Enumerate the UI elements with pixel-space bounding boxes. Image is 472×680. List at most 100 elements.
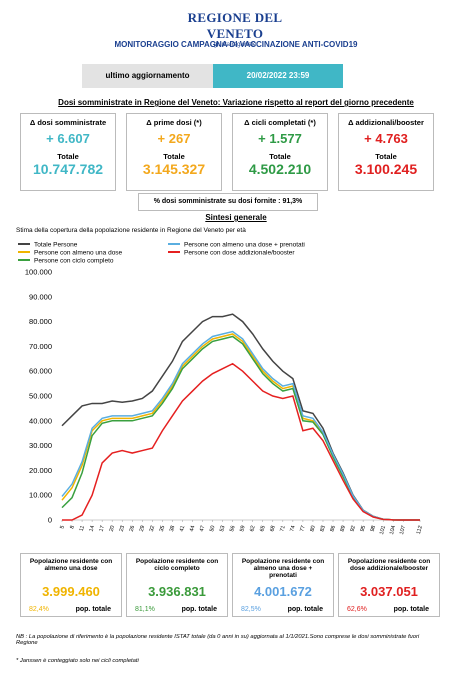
card-label: Popolazione residente con dose addiziona… bbox=[347, 558, 431, 572]
card-delta: + 4.763 bbox=[364, 131, 408, 146]
card-label: Δ addizionali/booster bbox=[348, 118, 424, 127]
logo: REGIONE DEL VENETO giunta regionale bbox=[160, 10, 310, 48]
y-tick-label: 90.000 bbox=[29, 292, 52, 301]
x-tick-label: 38 bbox=[169, 525, 176, 532]
x-tick-label: 8 bbox=[69, 525, 76, 530]
x-tick-label: 107 bbox=[399, 525, 407, 535]
legend-label: Persone con almeno una dose bbox=[34, 250, 123, 257]
y-tick-label: 80.000 bbox=[29, 317, 52, 326]
x-tick-label: 32 bbox=[149, 525, 156, 532]
card-percent: 82,4% bbox=[29, 606, 49, 613]
population-card: Popolazione residente con ciclo completo… bbox=[126, 553, 228, 617]
card-value: 3.999.460 bbox=[42, 584, 100, 599]
y-tick-label: 10.000 bbox=[29, 491, 52, 500]
ratio-value: 91,3% bbox=[282, 198, 303, 205]
x-tick-label: 14 bbox=[89, 525, 96, 532]
population-card: Popolazione residente con almeno una dos… bbox=[20, 553, 122, 617]
logo-subtitle: giunta regionale bbox=[213, 42, 257, 48]
logo-title: REGIONE DEL VENETO bbox=[187, 10, 283, 41]
x-tick-label: 53 bbox=[219, 525, 226, 532]
y-tick-label: 70.000 bbox=[29, 342, 52, 351]
x-tick-label: 68 bbox=[269, 525, 276, 532]
y-tick-label: 0 bbox=[48, 516, 52, 525]
x-tick-label: 98 bbox=[370, 525, 377, 532]
card-total-label: Totale bbox=[57, 152, 79, 161]
series-line bbox=[61, 313, 420, 521]
card-percent-label: pop. totale bbox=[75, 606, 111, 613]
ratio-label: % dosi somministrate su dosi fornite : bbox=[153, 198, 281, 205]
card-label: Popolazione residente con almeno una dos… bbox=[241, 558, 325, 579]
card-total: 3.100.245 bbox=[354, 161, 418, 177]
card-percent: 62,6% bbox=[347, 606, 367, 613]
y-tick-label: 40.000 bbox=[29, 416, 52, 425]
card-percent: 82,5% bbox=[241, 606, 261, 613]
x-tick-label: 35 bbox=[159, 525, 166, 532]
x-tick-label: 112 bbox=[416, 525, 424, 535]
x-tick-label: 59 bbox=[239, 525, 246, 532]
card-total-label: Totale bbox=[375, 152, 397, 161]
x-tick-label: 50 bbox=[209, 525, 216, 532]
stat-card: Δ addizionali/booster + 4.763 Totale 3.100.… bbox=[338, 113, 434, 191]
ratio: % dosi somministrate su dosi fornite : 9… bbox=[138, 193, 318, 211]
chart: 0 10.000 20.000 30.000 40.000 50.000 60.000 70.… bbox=[18, 242, 424, 535]
card-percent-label: pop. totale bbox=[181, 606, 217, 613]
card-percent-label: pop. totale bbox=[393, 606, 429, 613]
card-percent-label: pop. totale bbox=[287, 606, 323, 613]
stat-card: Δ dosi somministrate + 6.607 Totale 10.747.… bbox=[20, 113, 116, 191]
legend-label: Persone con almeno una dose + prenotati bbox=[184, 242, 305, 249]
y-tick-label: 30.000 bbox=[29, 441, 52, 450]
x-tick-label: 20 bbox=[109, 525, 116, 532]
x-tick-label: 77 bbox=[299, 525, 306, 532]
x-tick-label: 92 bbox=[350, 525, 357, 532]
summary-title: Sintesi generale bbox=[205, 213, 267, 222]
card-label: Δ cicli completati (*) bbox=[244, 118, 316, 127]
update-value: 20/02/2022 23:59 bbox=[213, 64, 343, 88]
population-card: Popolazione residente con dose addiziona… bbox=[338, 553, 440, 617]
y-tick-label: 60.000 bbox=[29, 367, 52, 376]
card-value: 3.936.831 bbox=[148, 584, 206, 599]
x-tick-label: 62 bbox=[249, 525, 256, 532]
update-label: ultimo aggiornamento bbox=[82, 64, 213, 88]
x-tick-label: 26 bbox=[129, 525, 136, 532]
x-tick-label: 95 bbox=[360, 525, 367, 532]
x-tick-label: 65 bbox=[259, 525, 266, 532]
card-delta: + 1.577 bbox=[258, 131, 302, 146]
y-tick-label: 100.000 bbox=[25, 268, 52, 277]
card-total: 10.747.782 bbox=[32, 161, 104, 177]
card-total: 3.145.327 bbox=[142, 161, 206, 177]
stat-card: Δ prime dosi (*) + 267 Totale 3.145.327 bbox=[126, 113, 222, 191]
x-tick-label: 104 bbox=[389, 525, 397, 535]
card-label: Δ dosi somministrate bbox=[29, 118, 107, 127]
x-tick-label: 17 bbox=[99, 525, 106, 532]
x-tick-label: 83 bbox=[320, 525, 327, 532]
y-tick-label: 50.000 bbox=[29, 392, 52, 401]
y-tick-label: 20.000 bbox=[29, 466, 52, 475]
x-tick-label: 23 bbox=[119, 525, 126, 532]
card-delta: + 267 bbox=[157, 131, 191, 146]
card-value: 4.001.672 bbox=[254, 584, 312, 599]
card-total-label: Totale bbox=[163, 152, 185, 161]
card-value: 3.037.051 bbox=[360, 584, 418, 599]
card-delta: + 6.607 bbox=[46, 131, 90, 146]
x-tick-label: 71 bbox=[279, 525, 286, 532]
x-tick-label: 47 bbox=[199, 525, 206, 532]
card-label: Popolazione residente con almeno una dos… bbox=[29, 558, 113, 572]
population-card: Popolazione residente con almeno una dos… bbox=[232, 553, 334, 617]
series-line bbox=[61, 330, 420, 521]
series-line bbox=[61, 335, 420, 521]
x-tick-label: 80 bbox=[309, 525, 316, 532]
legend-label: Persone con ciclo completo bbox=[34, 258, 114, 265]
x-tick-label: 74 bbox=[289, 525, 296, 532]
card-label: Δ prime dosi (*) bbox=[146, 118, 202, 127]
x-tick-label: 101 bbox=[379, 525, 387, 535]
note: * Janssen è conteggiato solo nei cicli c… bbox=[16, 658, 139, 664]
series-line bbox=[61, 333, 420, 521]
x-tick-label: 56 bbox=[229, 525, 236, 532]
card-label: Popolazione residente con ciclo completo bbox=[135, 558, 219, 572]
legend-label: Totale Persone bbox=[34, 242, 78, 249]
daily-title: Dosi somministrate in Regione del Veneto… bbox=[58, 98, 414, 107]
x-tick-label: 86 bbox=[330, 525, 337, 532]
page-title: MONITORAGGIO CAMPAGNA DI VACCINAZIONE AN… bbox=[114, 40, 358, 49]
x-tick-label: 29 bbox=[139, 525, 146, 532]
x-tick-label: 89 bbox=[340, 525, 347, 532]
